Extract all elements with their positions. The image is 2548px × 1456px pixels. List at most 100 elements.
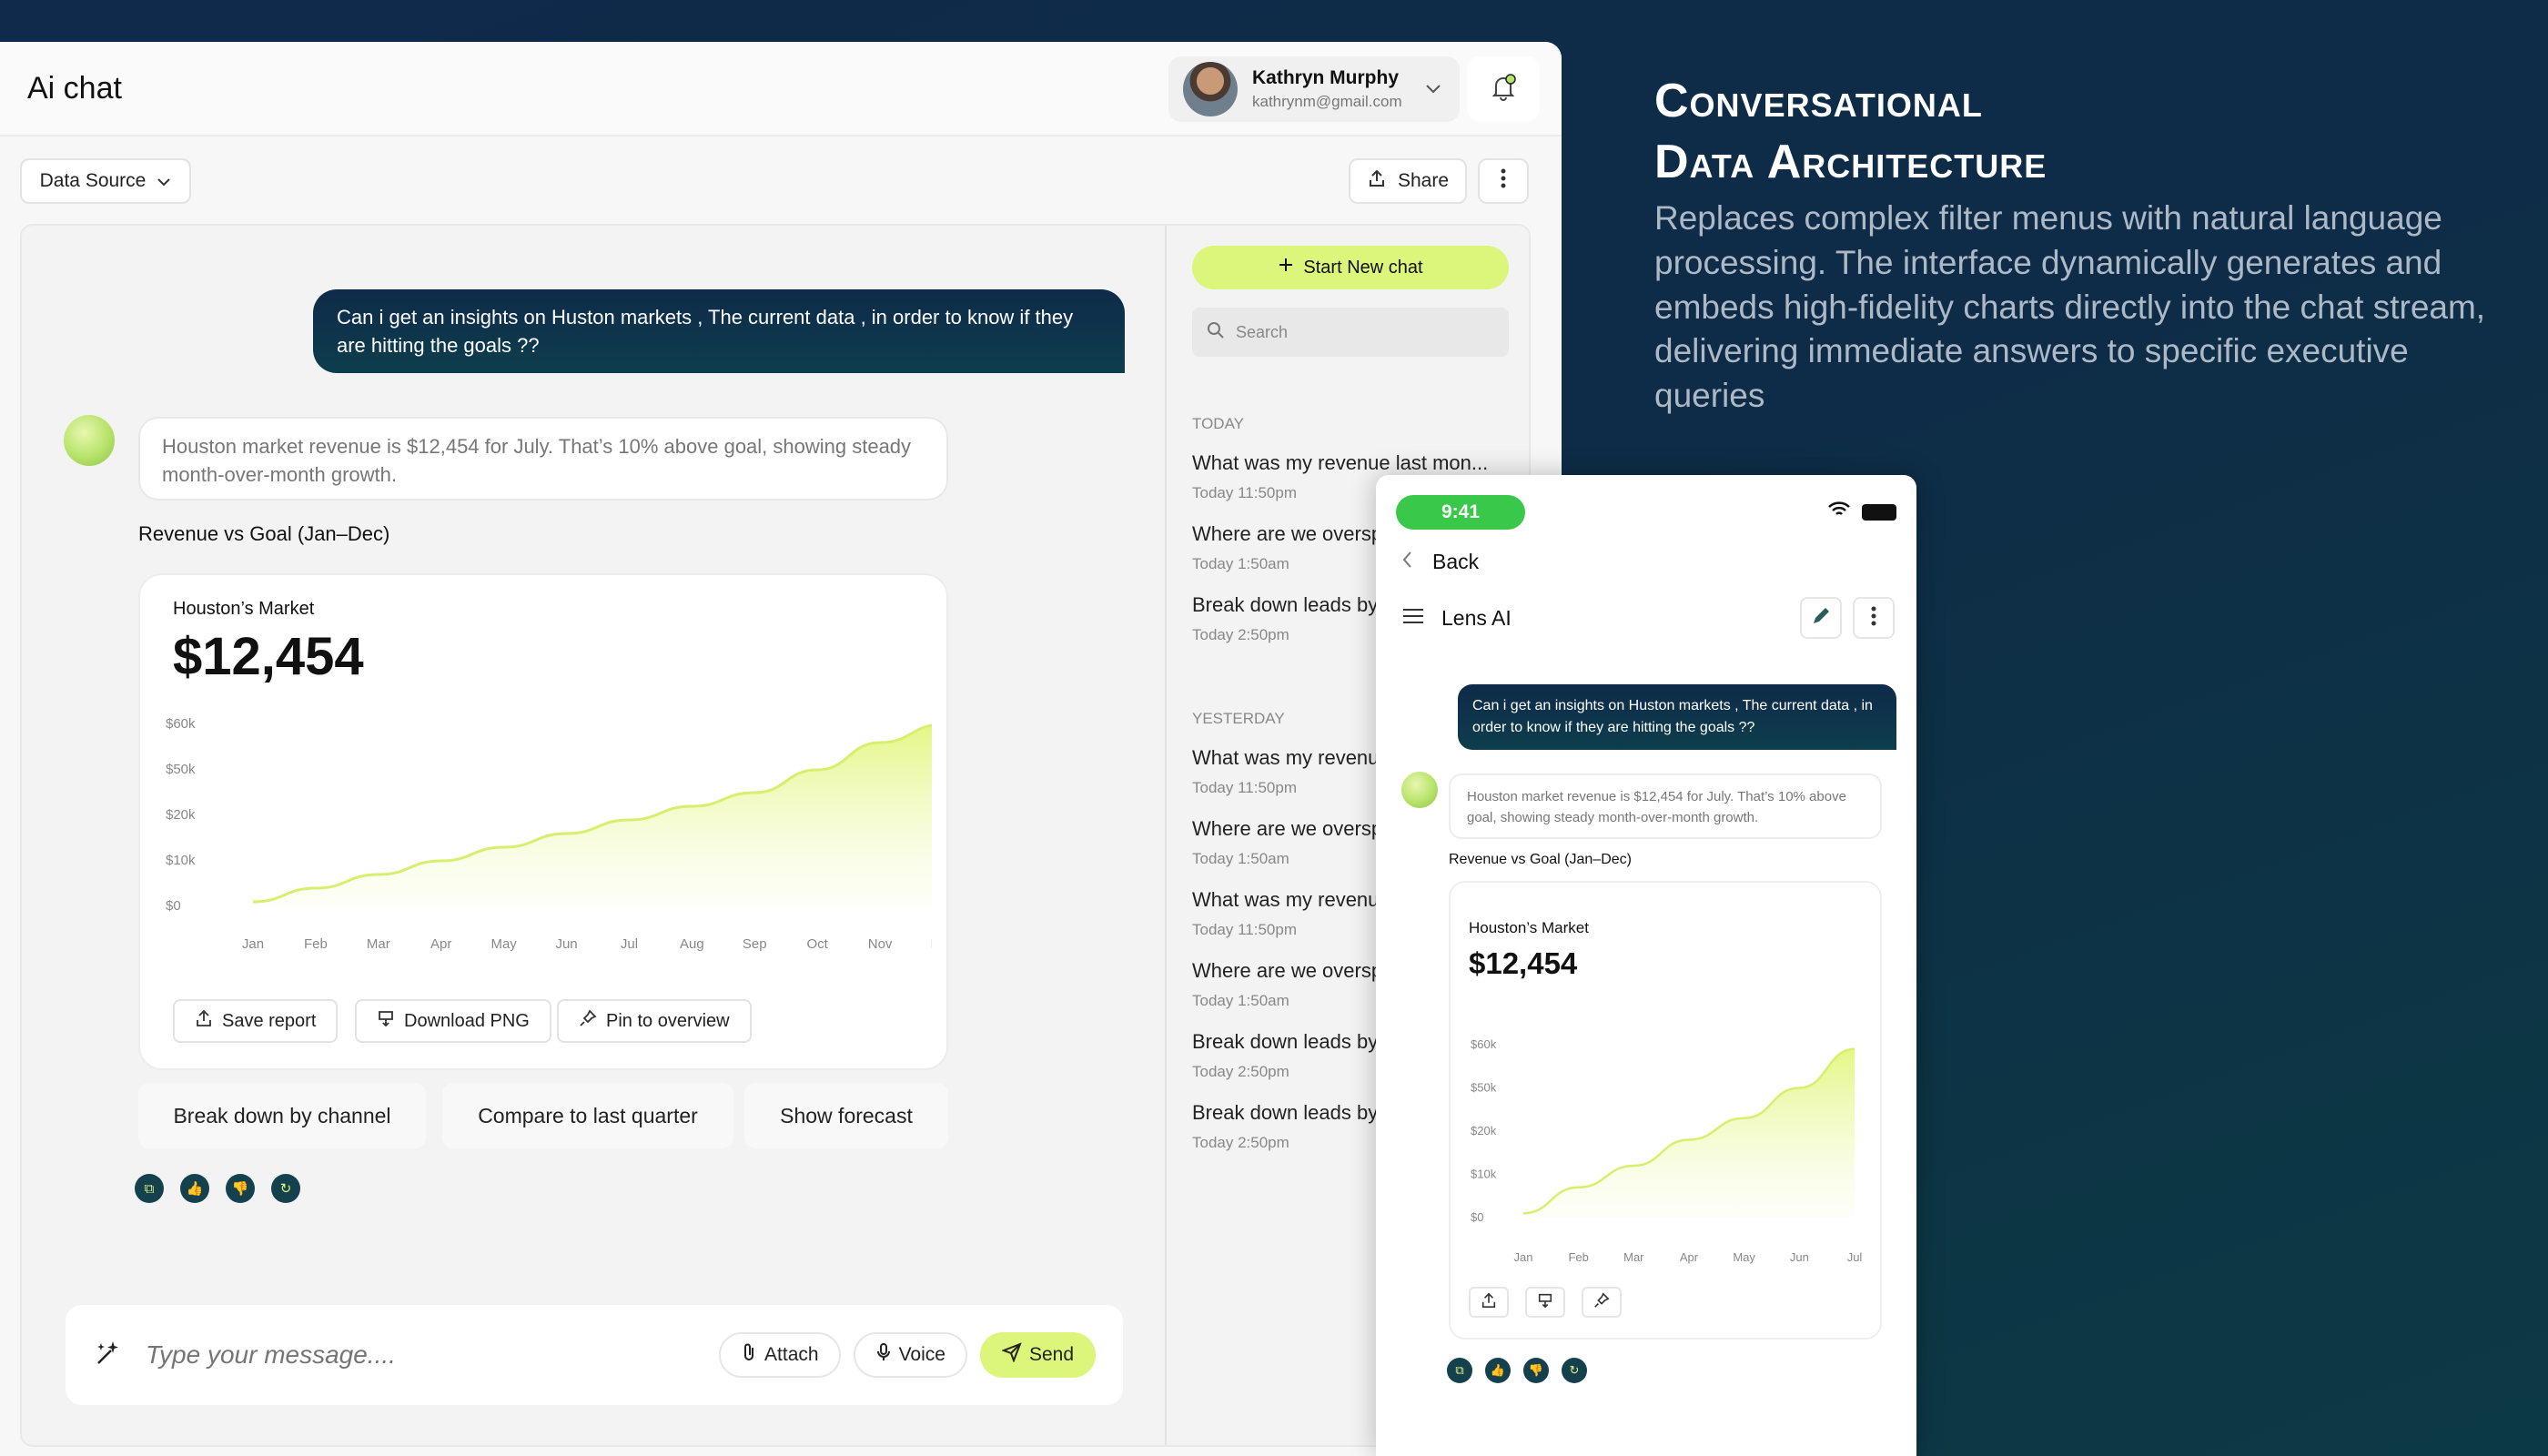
history-item[interactable]: What was my revenue last mon... Today 11… [1192,451,1520,502]
history-item-time: Today 1:50am [1192,555,1289,572]
mobile-download-button[interactable] [1525,1287,1565,1318]
upload-icon [195,1009,213,1033]
chart-caption: Revenue vs Goal (Jan–Dec) [138,522,390,545]
start-new-chat-label: Start New chat [1303,257,1423,278]
desktop-chart-area-fill [253,725,932,906]
battery-icon [1862,503,1896,521]
chevron-down-icon [157,170,171,192]
desktop-chart-y-tick-label: $50k [166,762,196,777]
desktop-chart-x-tick-label: May [490,936,517,952]
share-button[interactable]: Share [1349,158,1467,204]
history-item-time: Today 11:50pm [1192,779,1297,796]
thumbs-down-icon[interactable]: 👎 [1523,1358,1549,1383]
edit-button[interactable] [1800,597,1842,639]
main-panel: Can i get an insights on Huston markets … [20,224,1531,1447]
mobile-chart-series-line [1522,1047,1855,1215]
thumbs-up-icon[interactable]: 👍 [1485,1358,1511,1383]
desktop-chart-x-tick-label: Jan [242,936,264,952]
desktop-chart-x-tick-label: Oct [807,936,829,952]
data-source-label: Data Source [39,170,147,191]
mobile-pin-button[interactable] [1582,1287,1622,1318]
desktop-chart-y-tick-label: $10k [166,853,196,868]
chevron-left-icon [1401,550,1412,574]
voice-button[interactable]: Voice [853,1332,967,1378]
mobile-card-value: $12,454 [1469,946,1578,980]
regenerate-icon[interactable]: ↻ [271,1174,300,1203]
hero-title: Conversational Data Architecture [1654,71,2047,192]
more-vertical-icon [1501,168,1506,194]
pin-to-overview-button[interactable]: Pin to overview [557,999,752,1043]
mobile-chart-y-tick-label: $50k [1471,1081,1497,1095]
start-new-chat-button[interactable]: Start New chat [1192,246,1509,289]
mobile-chart-x-tick-label: Mar [1623,1250,1644,1264]
notifications-button[interactable] [1467,56,1540,122]
mobile-chart-card: Houston’s Market $12,454 $0 $10k $20k $50k $… [1449,881,1882,1340]
mobile-chart-x-tick-label: Feb [1568,1250,1588,1264]
mobile-save-button[interactable] [1469,1287,1509,1318]
copy-icon[interactable]: ⧉ [135,1174,164,1203]
back-button[interactable]: Back [1401,550,1479,574]
mobile-app-mockup: 9:41 Back Lens AI Can i get an insights … [1376,475,1916,1456]
history-item-time: Today 2:50pm [1192,1063,1289,1080]
chart-card: Houston’s Market $12,454 $0 $10k $20k $50k $… [138,573,948,1070]
top-bar: Ai chat Kathryn Murphy kathrynm@gmail.co… [0,42,1562,136]
paperclip-icon [741,1342,757,1368]
desktop-chart-y-tick-label: $0 [166,898,181,914]
user-email: kathrynm@gmail.com [1252,93,1402,110]
user-info: Kathryn Murphy kathrynm@gmail.com [1252,67,1402,111]
status-icons [1827,500,1896,523]
desktop-chart-x-tick-label: Jun [555,936,577,952]
pin-to-overview-label: Pin to overview [606,1010,730,1031]
chat-area: Can i get an insights on Huston markets … [22,226,1165,1445]
thumbs-up-icon[interactable]: 👍 [180,1174,209,1203]
sparkle-icon [93,1338,124,1373]
desktop-chart-x-tick-label: Sep [743,936,767,952]
mobile-header: Lens AI [1401,606,1512,631]
mobile-chart-area-fill [1523,1048,1855,1218]
thumbs-down-icon[interactable]: 👎 [226,1174,255,1203]
search-icon [1207,321,1225,344]
more-options-button[interactable] [1478,158,1529,204]
card-value: $12,454 [173,627,364,686]
save-report-button[interactable]: Save report [173,999,339,1043]
mobile-bot-avatar [1401,772,1438,808]
desktop-chart-series-line [252,723,932,904]
attach-button[interactable]: Attach [719,1332,841,1378]
send-label: Send [1028,1344,1074,1365]
download-png-label: Download PNG [404,1010,530,1031]
voice-label: Voice [898,1344,945,1365]
upload-icon [1481,1292,1497,1313]
more-vertical-icon [1871,606,1876,631]
chevron-down-icon[interactable] [1425,80,1441,99]
suggestion-chip[interactable]: Break down by channel [138,1083,426,1148]
desktop-app-window: Ai chat Kathryn Murphy kathrynm@gmail.co… [0,42,1562,1456]
send-button[interactable]: Send [979,1332,1096,1378]
desktop-chart-x-tick-label: Nov [868,936,893,952]
menu-icon[interactable] [1401,606,1425,631]
save-report-label: Save report [222,1010,317,1031]
search-placeholder: Search [1236,322,1289,341]
history-item-time: Today 2:50pm [1192,626,1289,643]
suggestion-chip[interactable]: Compare to last quarter [442,1083,733,1148]
mobile-app-name: Lens AI [1441,606,1512,630]
revenue-area-chart: $0 $10k $20k $50k $60k Jan Feb Mar Apr May Jun Jul A… [166,716,932,952]
download-icon [377,1009,395,1033]
history-item-time: Today 11:50pm [1192,921,1297,938]
share-label: Share [1397,170,1450,191]
regenerate-icon[interactable]: ↻ [1562,1358,1587,1383]
mobile-user-message: Can i get an insights on Huston markets … [1458,684,1896,750]
message-reactions: ⧉ 👍 👎 ↻ [135,1174,300,1203]
user-menu[interactable]: Kathryn Murphy kathrynm@gmail.com [1168,56,1460,122]
wifi-icon [1827,500,1851,523]
download-png-button[interactable]: Download PNG [355,999,551,1043]
mobile-more-button[interactable] [1853,597,1895,639]
desktop-chart-x-tick-label: Apr [430,936,451,952]
message-input[interactable] [146,1340,707,1370]
data-source-dropdown[interactable]: Data Source [20,158,191,204]
copy-icon[interactable]: ⧉ [1447,1358,1472,1383]
status-time: 9:41 [1396,495,1525,530]
suggestion-chip[interactable]: Show forecast [744,1083,948,1148]
pin-icon [1593,1291,1610,1313]
history-search[interactable]: Search [1192,308,1509,357]
history-item-time: Today 2:50pm [1192,1134,1289,1151]
